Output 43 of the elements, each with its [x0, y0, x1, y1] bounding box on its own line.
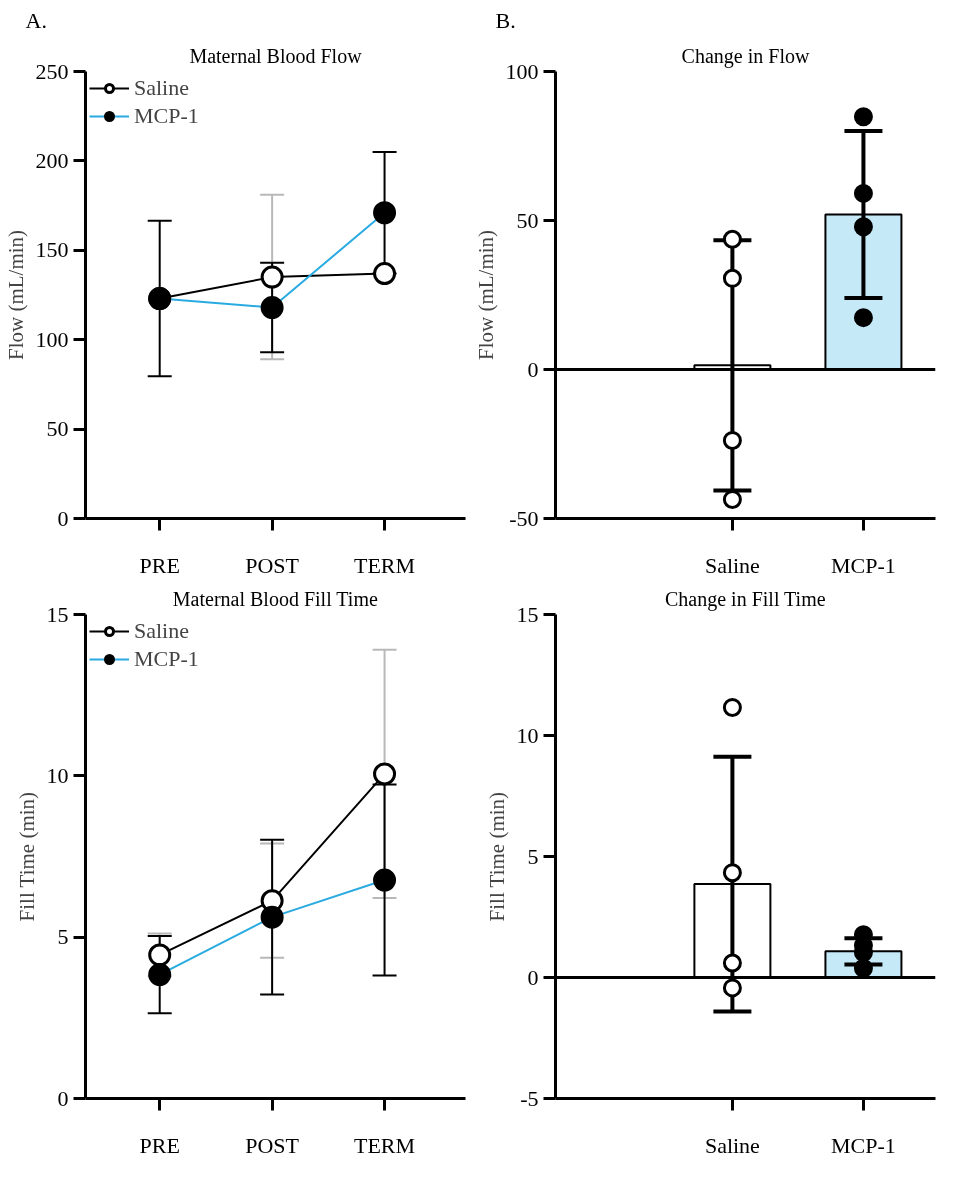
- y-tick-label: 150: [35, 237, 69, 263]
- legend-label: MCP-1: [134, 103, 199, 129]
- y-tick-label: 5: [527, 843, 539, 869]
- chart-title: Maternal Blood Fill Time: [172, 587, 378, 610]
- y-axis-title: Flow (mL/min): [3, 229, 28, 361]
- x-tick-label: TERM: [354, 552, 416, 578]
- y-tick-label: 100: [35, 326, 69, 352]
- y-axis-title: Fill Time (min): [14, 791, 39, 922]
- y-tick-label: 200: [35, 147, 69, 173]
- y-tick-label: 15: [46, 601, 69, 627]
- text: B.: [495, 7, 516, 33]
- x-tick-label: PRE: [139, 552, 180, 578]
- y-tick-label: 0: [57, 505, 69, 531]
- y-tick-label: 10: [46, 762, 69, 788]
- x-tick-label: Saline: [704, 1132, 760, 1158]
- text: A.: [25, 7, 47, 33]
- y-tick-label: 5: [57, 924, 69, 950]
- y-tick-label: -50: [509, 505, 539, 531]
- y-tick-label: 100: [505, 58, 539, 84]
- x-tick-label: POST: [245, 1132, 300, 1158]
- legend-label: Saline: [134, 75, 189, 101]
- chart-title: Change in Flow: [681, 44, 810, 68]
- x-tick-label: Saline: [704, 552, 760, 578]
- x-tick-label: POST: [245, 552, 300, 578]
- x-tick-label: TERM: [354, 1132, 416, 1158]
- y-axis-title: Flow (mL/min): [473, 229, 498, 361]
- y-tick-label: 15: [516, 601, 539, 627]
- chart-title: Maternal Blood Flow: [189, 44, 363, 67]
- x-tick-label: MCP-1: [831, 552, 896, 578]
- y-tick-label: 250: [35, 58, 69, 84]
- y-tick-label: 50: [516, 207, 539, 233]
- y-tick-label: 50: [46, 416, 69, 442]
- chart-title: Change in Fill Time: [665, 587, 826, 611]
- legend-label: Saline: [134, 618, 189, 644]
- x-tick-label: PRE: [139, 1132, 180, 1158]
- y-tick-label: 0: [527, 964, 539, 990]
- y-axis-title: Fill Time (min): [484, 791, 509, 922]
- x-tick-label: MCP-1: [831, 1132, 896, 1158]
- legend-label: MCP-1: [134, 646, 199, 672]
- y-tick-label: -5: [520, 1085, 539, 1111]
- y-tick-label: 0: [527, 356, 539, 382]
- y-tick-label: 0: [57, 1085, 69, 1111]
- y-tick-label: 10: [516, 722, 539, 748]
